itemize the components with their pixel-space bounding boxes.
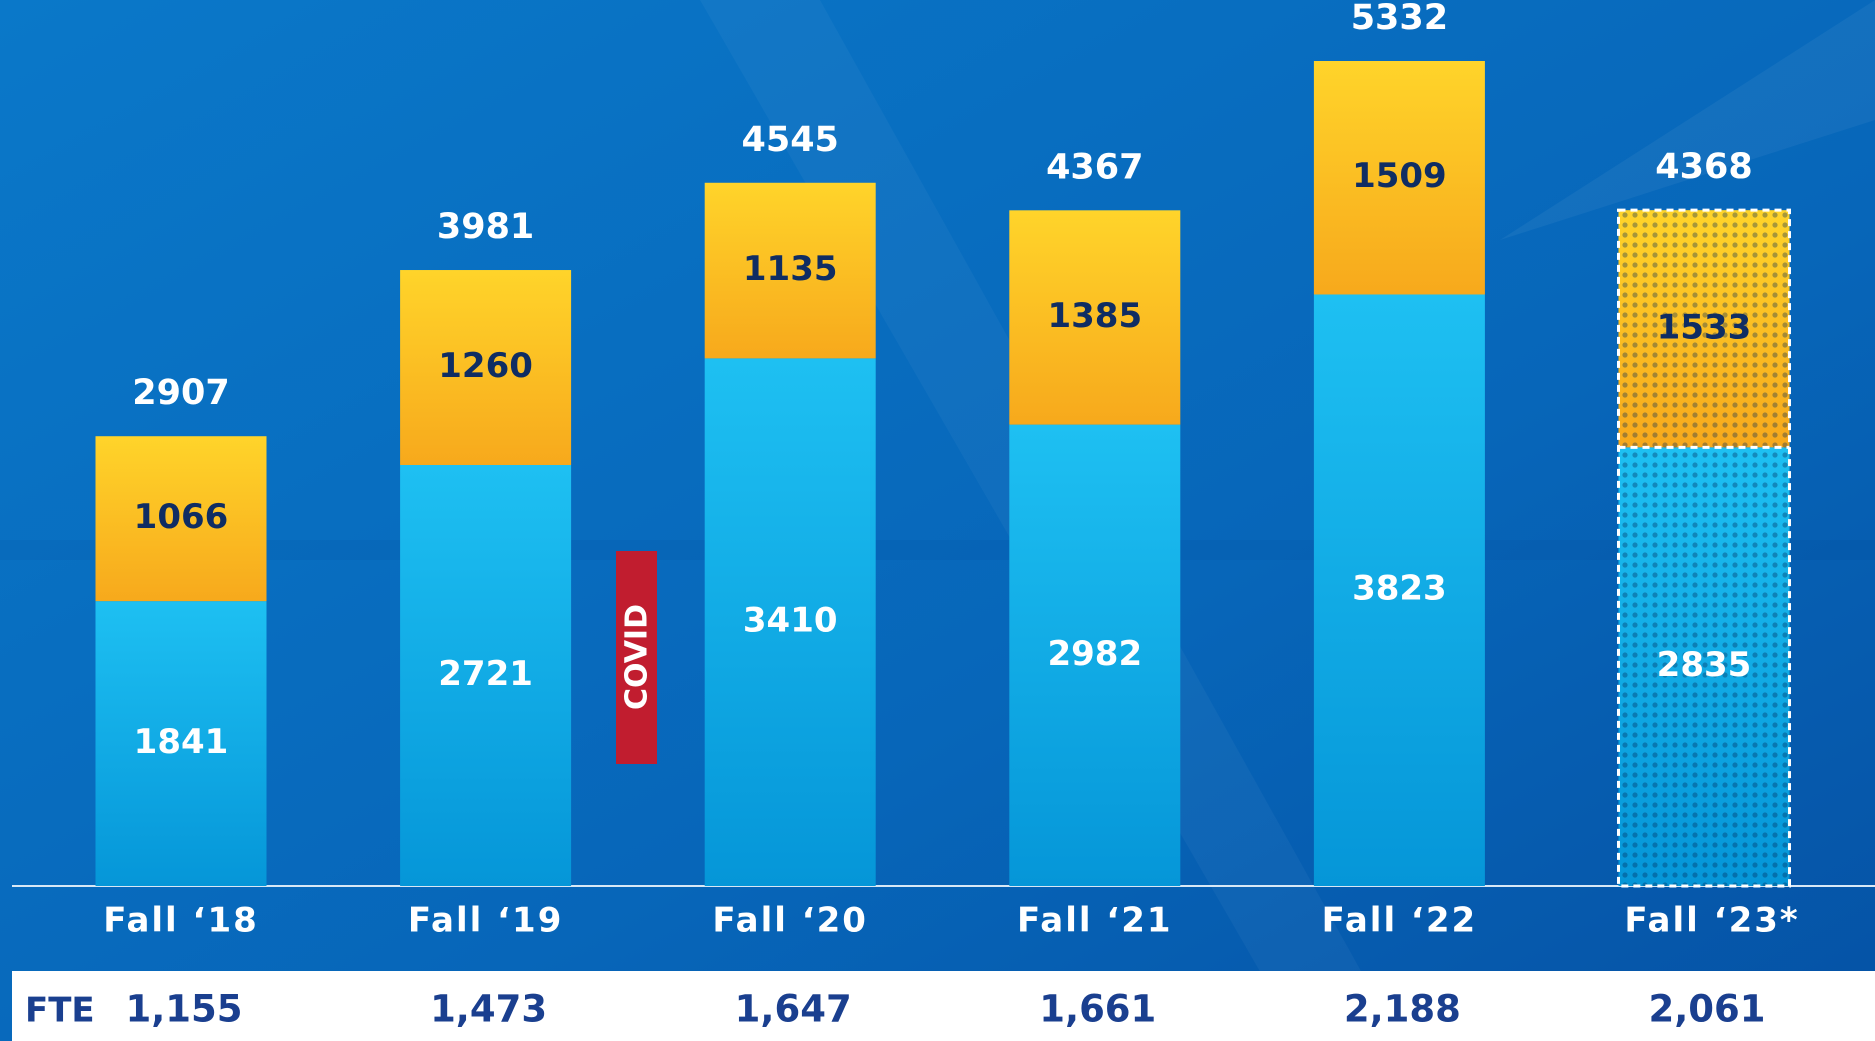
bar-segment xyxy=(704,182,876,359)
total-label: 3981 xyxy=(437,207,534,247)
segment-label: 3823 xyxy=(1352,569,1447,609)
covid-label: COVID xyxy=(620,604,655,710)
fte-value: 2,188 xyxy=(1344,988,1461,1031)
total-label: 4545 xyxy=(741,120,838,160)
fte-label: FTE xyxy=(25,991,95,1031)
decor xyxy=(0,540,1875,560)
x-tick-label: Fall ‘19 xyxy=(408,901,564,941)
x-tick-label: Fall ‘23* xyxy=(1624,901,1799,941)
projected-pattern xyxy=(1618,447,1790,886)
segment-label: 1841 xyxy=(134,722,229,762)
segment-label: 1066 xyxy=(134,497,229,537)
bar-segment xyxy=(1313,294,1485,886)
fte-value: 1,647 xyxy=(735,988,852,1031)
bar-segment xyxy=(1009,210,1181,425)
total-label: 2907 xyxy=(132,373,229,413)
x-tick-label: Fall ‘22 xyxy=(1322,901,1478,941)
segment-label: 1135 xyxy=(743,249,838,289)
projected-pattern xyxy=(1618,210,1790,448)
segment-label: 3410 xyxy=(743,601,838,641)
total-label: 5332 xyxy=(1351,0,1448,38)
fte-value: 1,661 xyxy=(1039,988,1156,1031)
projected-outline xyxy=(1617,208,1791,888)
total-label: 4367 xyxy=(1046,147,1143,187)
total-label: 4368 xyxy=(1655,147,1752,187)
covid-annotation: COVID xyxy=(616,551,657,764)
bar-segment xyxy=(1313,61,1485,295)
x-tick-label: Fall ‘18 xyxy=(103,901,259,941)
bar-segment xyxy=(95,436,267,602)
segment-label: 2835 xyxy=(1657,645,1752,685)
fte-value: 2,061 xyxy=(1648,988,1765,1031)
segment-label: 1260 xyxy=(438,346,533,386)
decor xyxy=(1500,0,1875,240)
covid-box xyxy=(616,551,657,764)
x-tick-label: Fall ‘21 xyxy=(1017,901,1173,941)
bar-segment xyxy=(400,464,572,886)
bar-segment xyxy=(400,270,572,465)
fte-band xyxy=(12,971,1875,1041)
segment-label: 1533 xyxy=(1657,307,1752,347)
bar-segment xyxy=(1009,424,1181,886)
segment-label: 1385 xyxy=(1047,296,1142,336)
bar-segment xyxy=(95,601,267,886)
segment-label: 2982 xyxy=(1047,634,1142,674)
fte-value: 1,155 xyxy=(125,988,242,1031)
x-tick-label: Fall ‘20 xyxy=(712,901,868,941)
segment-label: 2721 xyxy=(438,654,533,694)
segment-label: 1509 xyxy=(1352,156,1447,196)
bar-segment xyxy=(704,358,876,886)
fte-value: 1,473 xyxy=(430,988,547,1031)
